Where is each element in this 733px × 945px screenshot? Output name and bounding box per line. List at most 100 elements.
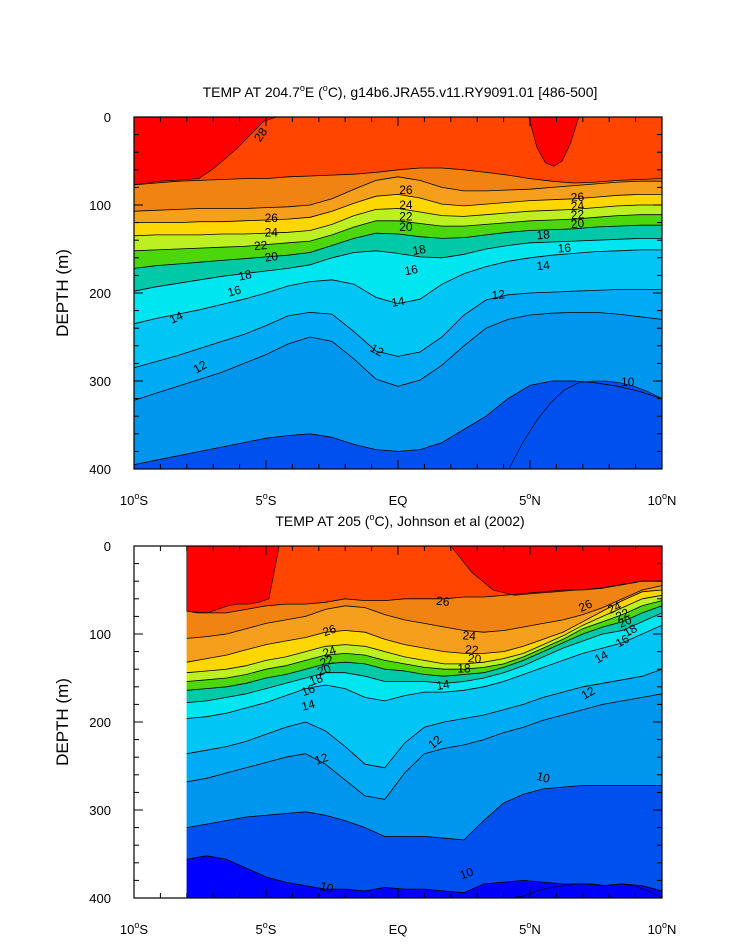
x-tick-labels-bottom: 10oS 5oS EQ 5oN 10oN bbox=[120, 920, 677, 937]
contour-label: 10 bbox=[458, 864, 476, 882]
plot-frame-top bbox=[133, 116, 663, 470]
isotherm-26 bbox=[133, 176, 662, 212]
cold-core-0 bbox=[508, 380, 663, 470]
x-tick-labels-top: 10oS 5oS EQ 5oN 10oN bbox=[120, 491, 677, 508]
isotherm-24 bbox=[134, 193, 662, 223]
warm-core-0 bbox=[133, 116, 277, 186]
isotherm-14 bbox=[133, 249, 662, 325]
isotherm-22 bbox=[186, 594, 663, 674]
contour-label: 14 bbox=[592, 647, 611, 666]
contour-label: 12 bbox=[368, 341, 387, 360]
contour-label: 14 bbox=[167, 308, 185, 326]
contour-label: 26 bbox=[399, 183, 413, 197]
x-tick-label: 10oS bbox=[120, 491, 148, 508]
contour-label: 26 bbox=[436, 594, 451, 609]
isotherm-28 bbox=[186, 580, 662, 614]
contour-label: 18 bbox=[621, 621, 640, 640]
contour-label: 20 bbox=[399, 220, 413, 234]
contour-label: 26 bbox=[321, 622, 339, 640]
contour-label: 24 bbox=[570, 198, 585, 213]
isotherm-11 bbox=[186, 693, 663, 800]
contour-label: 24 bbox=[321, 643, 339, 661]
contour-label: 22 bbox=[613, 605, 631, 623]
contour-label: 12 bbox=[191, 357, 210, 376]
isotherm-16 bbox=[133, 238, 662, 292]
isotherm-11 bbox=[133, 312, 663, 401]
contour-fills-top bbox=[133, 116, 663, 470]
y-tick-label: 0 bbox=[104, 539, 111, 554]
contour-label: 10 bbox=[535, 769, 552, 786]
contour-label: 24 bbox=[605, 598, 623, 616]
y-tick-label: 100 bbox=[89, 198, 111, 213]
contour-label: 16 bbox=[226, 283, 243, 300]
x-tick-label: 5oN bbox=[519, 491, 541, 508]
panel-top: TEMP AT 204.7oE (oC), g14b6.JRA55.v11.RY… bbox=[53, 83, 676, 508]
contour-label: 22 bbox=[399, 209, 413, 223]
x-tick-label: 5oS bbox=[256, 491, 277, 508]
isotherm-10 bbox=[133, 380, 663, 465]
contour-label: 26 bbox=[576, 597, 594, 615]
isotherm-lines-top bbox=[133, 167, 663, 465]
contour-label: 16 bbox=[557, 241, 572, 256]
x-tick-label: EQ bbox=[389, 493, 408, 508]
y-axis-label-top: DEPTH (m) bbox=[53, 249, 72, 337]
contour-label: 14 bbox=[536, 258, 551, 273]
isotherm-lines-bottom bbox=[186, 580, 663, 894]
y-tick-label: 200 bbox=[89, 286, 111, 301]
contour-label: 20 bbox=[467, 651, 482, 666]
chart-title-top: TEMP AT 204.7oE (oC), g14b6.JRA55.v11.RY… bbox=[203, 83, 598, 100]
warm-core-0 bbox=[186, 545, 280, 614]
contour-label: 20 bbox=[616, 612, 634, 630]
contour-label: 12 bbox=[491, 287, 506, 302]
contour-label: 26 bbox=[265, 211, 279, 225]
x-tick-label: 5oN bbox=[519, 920, 541, 937]
y-tick-label: 300 bbox=[89, 803, 111, 818]
y-tick-labels-bottom: 0 100 200 300 400 bbox=[89, 539, 111, 906]
contour-label: 14 bbox=[390, 294, 406, 310]
x-tick-label: 10oN bbox=[648, 920, 677, 937]
y-tick-label: 400 bbox=[89, 462, 111, 477]
y-tick-label: 400 bbox=[89, 891, 111, 906]
contour-label: 16 bbox=[403, 262, 419, 278]
contour-label: 22 bbox=[318, 652, 336, 670]
isotherm-22 bbox=[133, 204, 662, 237]
y-axis-label-bottom: DEPTH (m) bbox=[53, 678, 72, 766]
cold-core-0 bbox=[508, 883, 663, 899]
y-tick-label: 300 bbox=[89, 374, 111, 389]
isotherm-16 bbox=[186, 612, 663, 703]
contour-label: 26 bbox=[570, 190, 585, 205]
contour-label: 24 bbox=[399, 198, 413, 212]
x-tick-label: 10oN bbox=[648, 491, 677, 508]
isotherm-26 bbox=[186, 585, 663, 639]
y-tick-labels-top: 0 100 200 300 400 bbox=[89, 110, 111, 477]
y-tick-label: 200 bbox=[89, 715, 111, 730]
contour-label: 18 bbox=[308, 671, 326, 689]
isotherm-18 bbox=[133, 224, 662, 269]
isotherm-10 bbox=[186, 785, 662, 841]
contour-label: 10 bbox=[318, 879, 335, 896]
isotherm-20 bbox=[186, 600, 663, 682]
contour-label: 12 bbox=[579, 683, 598, 702]
contour-label: 12 bbox=[313, 750, 331, 768]
x-tick-label: 10oS bbox=[120, 920, 148, 937]
plot-frame-bottom bbox=[133, 545, 663, 899]
contour-label: 24 bbox=[265, 225, 279, 239]
contour-labels-top: 2826242220181614122624222018161412262422… bbox=[167, 125, 635, 389]
contour-label: 14 bbox=[300, 697, 317, 714]
contour-label: 18 bbox=[457, 661, 471, 675]
chart-title-bottom: TEMP AT 205 (oC), Johnson et al (2002) bbox=[275, 512, 524, 529]
contour-label: 24 bbox=[462, 628, 477, 643]
contour-label: 22 bbox=[570, 207, 585, 222]
contour-label: 20 bbox=[570, 216, 585, 231]
contour-label: 16 bbox=[613, 631, 632, 650]
isotherm-18 bbox=[186, 605, 663, 691]
isotherm-12 bbox=[133, 289, 662, 369]
isotherm-9 bbox=[186, 855, 663, 894]
contour-label: 14 bbox=[435, 677, 451, 693]
contour-label: 20 bbox=[264, 249, 279, 265]
panel-bottom: TEMP AT 205 (oC), Johnson et al (2002) D… bbox=[53, 512, 676, 937]
x-tick-label: 5oS bbox=[256, 920, 277, 937]
contour-label: 16 bbox=[300, 681, 318, 699]
isotherm-12 bbox=[186, 668, 663, 769]
